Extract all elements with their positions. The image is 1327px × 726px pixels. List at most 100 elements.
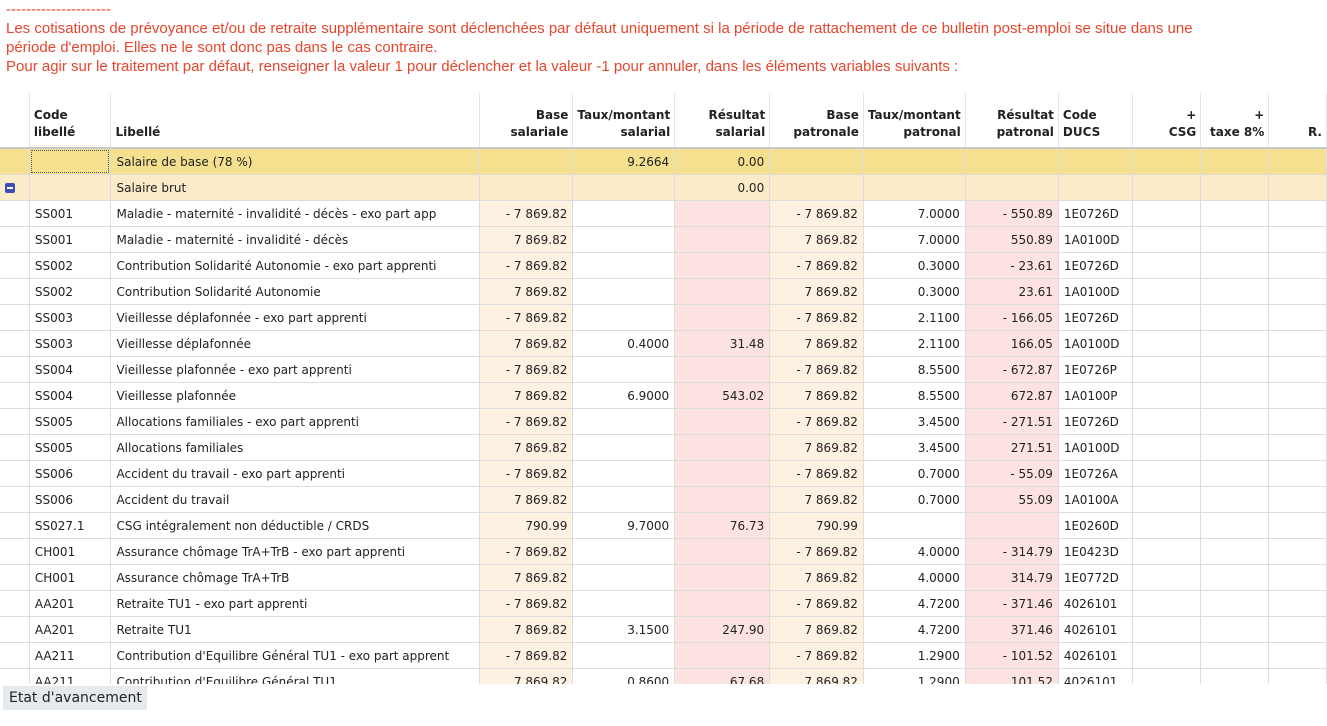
cell — [1132, 304, 1202, 331]
table-row[interactable]: SS027.1 CSG intégralement non déductible … — [0, 512, 1327, 539]
cell — [1268, 460, 1327, 487]
cell — [674, 304, 771, 331]
cell: 8.5500 — [863, 382, 966, 409]
cell: Accident du travail — [110, 486, 480, 513]
cell: 1E0772D — [1058, 564, 1134, 591]
cell — [1132, 278, 1202, 305]
column-header[interactable]: Base patronale — [769, 93, 864, 149]
cell: 7 869.82 — [769, 434, 864, 461]
cell — [0, 226, 30, 253]
table-row[interactable]: SS006 Accident du travail 7 869.82 7 869.82… — [0, 486, 1327, 513]
cell — [572, 434, 676, 461]
cell: SS027.1 — [29, 512, 112, 539]
cell: - 23.61 — [965, 252, 1059, 279]
cell — [1268, 330, 1327, 357]
table-row[interactable]: AA201 Retraite TU1 - exo part apprenti - 7… — [0, 590, 1327, 617]
cell: 1A0100D — [1058, 330, 1134, 357]
cell: 543.02 — [674, 382, 771, 409]
cell: 1A0100P — [1058, 382, 1134, 409]
column-header[interactable]: + taxe 8% — [1200, 93, 1270, 149]
cell: Salaire de base (78 %) — [110, 148, 480, 175]
cell: Vieillesse plafonnée — [110, 382, 480, 409]
column-header[interactable] — [0, 93, 30, 149]
cell — [1200, 252, 1270, 279]
cell: - 7 869.82 — [479, 356, 574, 383]
column-header[interactable]: + CSG — [1132, 93, 1202, 149]
table-row[interactable]: SS001 Maladie - maternité - invalidité - … — [0, 226, 1327, 253]
column-header[interactable]: Code DUCS — [1058, 93, 1134, 149]
column-header[interactable]: Libellé — [110, 93, 480, 149]
cell: 3.4500 — [863, 408, 966, 435]
column-header[interactable]: R. — [1268, 93, 1327, 149]
table-row[interactable]: CH001 Assurance chômage TrA+TrB 7 869.82 7 … — [0, 564, 1327, 591]
table-row[interactable]: CH001 Assurance chômage TrA+TrB - exo par… — [0, 538, 1327, 565]
table-row[interactable]: Salaire de base (78 %) 9.2664 0.00 — [0, 148, 1327, 175]
cell — [1132, 512, 1202, 539]
cell: 1E0726A — [1058, 460, 1134, 487]
cell: 1.2900 — [863, 668, 966, 684]
cell — [1200, 408, 1270, 435]
column-header[interactable]: Résultat salarial — [674, 93, 771, 149]
cell: Contribution d'Equilibre Général TU1 — [110, 668, 480, 684]
column-header[interactable]: Taux/montant patronal — [863, 93, 966, 149]
cell: SS001 — [29, 226, 112, 253]
cell — [572, 200, 676, 227]
cell — [1268, 200, 1327, 227]
cell: 4026101 — [1058, 668, 1134, 684]
table-row[interactable]: Salaire brut 0.00 — [0, 174, 1327, 201]
cell — [1200, 200, 1270, 227]
cell: - 7 869.82 — [769, 252, 864, 279]
cell: 1E0726D — [1058, 408, 1134, 435]
cell — [572, 408, 676, 435]
notice-line: --------------------- — [6, 1, 111, 18]
column-header[interactable]: Taux/montant salarial — [572, 93, 676, 149]
status-button[interactable]: Etat d'avancement — [3, 686, 147, 710]
cell — [1268, 252, 1327, 279]
cell: SS002 — [29, 252, 112, 279]
cell — [0, 616, 30, 643]
cell: SS004 — [29, 356, 112, 383]
cell: 7 869.82 — [769, 668, 864, 684]
table-row[interactable]: SS005 Allocations familiales 7 869.82 7 869… — [0, 434, 1327, 461]
table-row[interactable]: AA201 Retraite TU1 7 869.82 3.1500 247.90 7 8… — [0, 616, 1327, 643]
table-row[interactable]: AA211 Contribution d'Equilibre Général TU… — [0, 668, 1327, 684]
table-row[interactable]: SS006 Accident du travail - exo part appr… — [0, 460, 1327, 487]
cell: 7 869.82 — [479, 434, 574, 461]
cell: 672.87 — [965, 382, 1059, 409]
cell — [1268, 356, 1327, 383]
column-header[interactable]: Résultat patronal — [965, 93, 1059, 149]
notice-line: période d'emploi. Elles ne le sont donc … — [6, 39, 438, 56]
cell: - 7 869.82 — [479, 460, 574, 487]
table-row[interactable]: SS004 Vieillesse plafonnée - exo part app… — [0, 356, 1327, 383]
cell — [674, 356, 771, 383]
table-row[interactable]: SS005 Allocations familiales - exo part a… — [0, 408, 1327, 435]
cell — [1268, 538, 1327, 565]
cell — [572, 226, 676, 253]
cell: - 7 869.82 — [479, 590, 574, 617]
table-row[interactable]: SS002 Contribution Solidarité Autonomie 7 … — [0, 278, 1327, 305]
cell: SS003 — [29, 304, 112, 331]
collapse-icon[interactable] — [5, 183, 15, 193]
cell: 7 869.82 — [769, 226, 864, 253]
cell — [1200, 330, 1270, 357]
cell: 7 869.82 — [769, 330, 864, 357]
table-row[interactable]: SS002 Contribution Solidarité Autonomie -… — [0, 252, 1327, 279]
cell: Assurance chômage TrA+TrB — [110, 564, 480, 591]
column-header[interactable]: Base salariale — [479, 93, 574, 149]
table-row[interactable]: AA211 Contribution d'Equilibre Général TU… — [0, 642, 1327, 669]
cell — [0, 460, 30, 487]
cell — [674, 564, 771, 591]
table-row[interactable]: SS003 Vieillesse déplafonnée - exo part a… — [0, 304, 1327, 331]
cell — [1268, 148, 1327, 175]
cell — [0, 434, 30, 461]
table-row[interactable]: SS001 Maladie - maternité - invalidité - … — [0, 200, 1327, 227]
cell — [572, 486, 676, 513]
cell: 31.48 — [674, 330, 771, 357]
table-row[interactable]: SS003 Vieillesse déplafonnée 7 869.82 0.400… — [0, 330, 1327, 357]
cell — [1132, 460, 1202, 487]
cell: 1E0260D — [1058, 512, 1134, 539]
table-row[interactable]: SS004 Vieillesse plafonnée 7 869.82 6.9000 5… — [0, 382, 1327, 409]
column-header[interactable]: Code libellé — [29, 93, 112, 149]
cell: Salaire brut — [110, 174, 480, 201]
cell: 247.90 — [674, 616, 771, 643]
